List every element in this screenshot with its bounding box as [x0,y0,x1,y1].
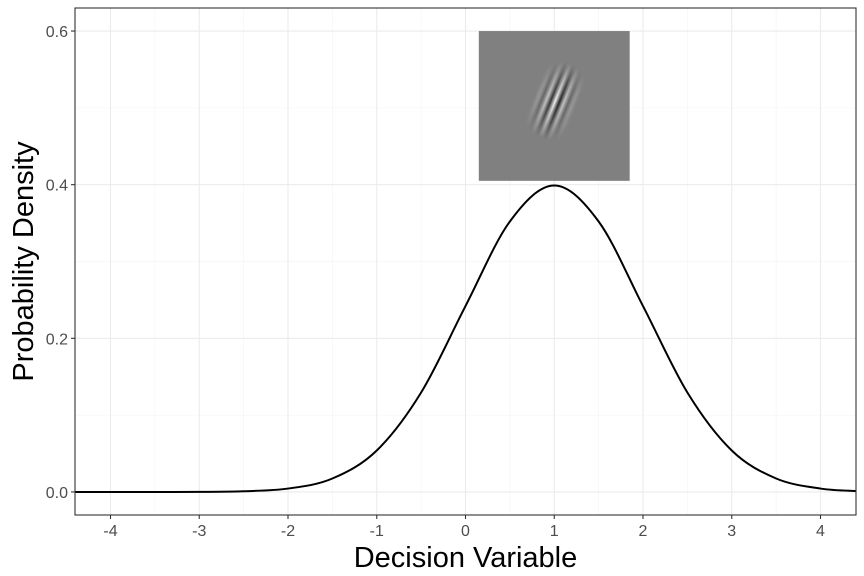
x-tick-label: 0 [461,523,470,540]
gabor-patch-icon [478,31,630,181]
x-tick-label: 1 [550,523,559,540]
x-axis-title: Decision Variable [354,542,578,574]
y-axis-ticks: 0.0 0.2 0.4 0.6 [46,24,75,502]
x-tick-label: 2 [639,523,648,540]
y-tick-label: 0.4 [46,178,68,195]
x-tick-label: -2 [281,523,295,540]
y-tick-label: 0.0 [46,485,68,502]
x-tick-label: -4 [103,523,117,540]
y-tick-label: 0.2 [46,331,68,348]
x-tick-label: -3 [192,523,206,540]
x-tick-label: 4 [816,523,825,540]
density-curve [75,184,856,493]
density-curve-layer [75,184,856,493]
y-tick-label: 0.6 [46,24,68,41]
y-axis-title: Probability Density [8,141,40,382]
gabor-stripes [508,51,602,151]
x-tick-label: -1 [370,523,384,540]
x-axis-ticks: -4 -3 -2 -1 0 1 2 3 4 [103,515,825,540]
x-tick-label: 3 [727,523,736,540]
